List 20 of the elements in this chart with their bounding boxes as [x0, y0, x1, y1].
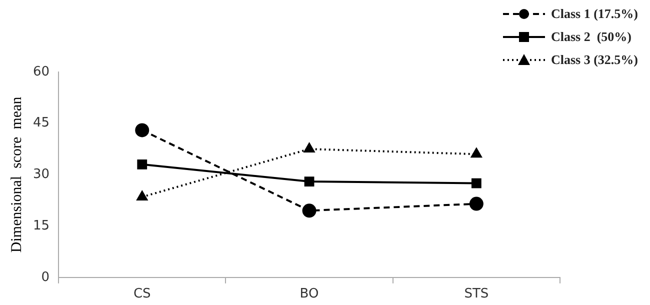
- legend-label: Class 2 (50%): [550, 28, 632, 44]
- y-tick-label: 45: [32, 116, 50, 131]
- y-tick-label: 15: [32, 218, 50, 234]
- y-tick-label: 30: [32, 167, 50, 182]
- legend-label: Class 1 (17.5%): [550, 6, 638, 22]
- x-tick-label: STS: [464, 286, 489, 302]
- point: [469, 196, 484, 211]
- point: [135, 123, 150, 138]
- point: [303, 142, 316, 153]
- x-tick-label: CS: [133, 286, 151, 302]
- legend-label: Class 3 (32.5%): [550, 52, 638, 68]
- point: [137, 159, 148, 170]
- point: [470, 147, 482, 158]
- y-tick-label: 60: [32, 64, 50, 80]
- point: [302, 204, 316, 218]
- y-tick-label: 0: [41, 270, 50, 285]
- point: [304, 176, 314, 186]
- x-tick-label: BO: [300, 286, 319, 302]
- y-axis-title: Dimensional score mean: [8, 96, 25, 253]
- point: [471, 178, 482, 188]
